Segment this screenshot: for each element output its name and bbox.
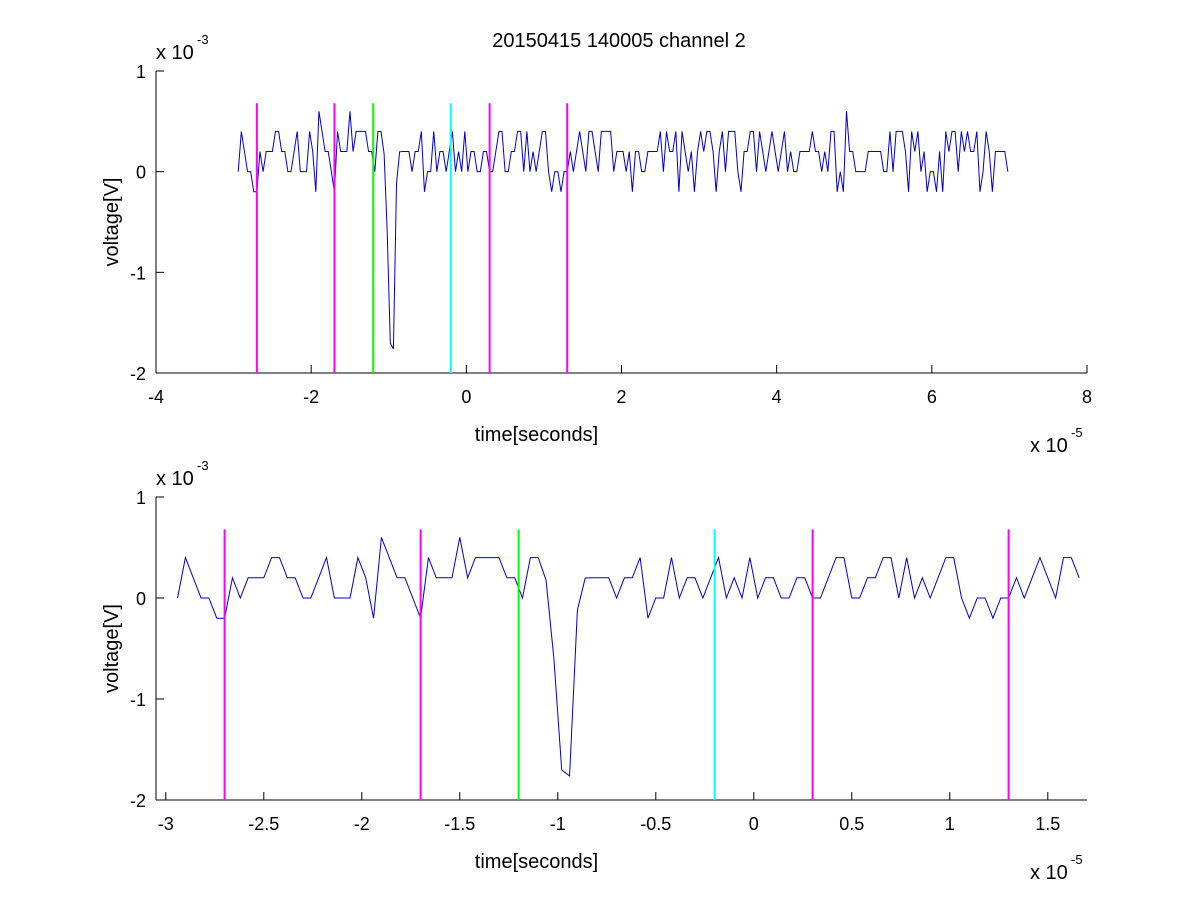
y-tick-label: 0	[136, 163, 146, 183]
y-tick-label: -1	[130, 263, 146, 283]
x-tick-label: 6	[927, 387, 937, 407]
top-plot: -4 -2 0 2 4 6 8-2-101time[seconds]voltage[V]x …	[101, 32, 1092, 457]
x-tick-label: 4	[772, 387, 782, 407]
x-exponent-label: x 10	[1030, 862, 1068, 884]
x-tick-label: -2	[354, 814, 370, 834]
x-tick-label: 0	[749, 814, 759, 834]
x-exponent-power: -5	[1071, 425, 1083, 440]
signal-trace	[237, 111, 1009, 350]
x-axis-label: time[seconds]	[475, 851, 598, 873]
x-tick-label: -2	[303, 387, 319, 407]
y-tick-label: -2	[130, 364, 146, 384]
x-tick-label: -4	[148, 387, 164, 407]
chart-title: 20150415 140005 channel 2	[492, 30, 746, 52]
x-tick-label: -3	[158, 814, 174, 834]
x-axis-label: time[seconds]	[475, 424, 598, 446]
x-tick-label: 8	[1082, 387, 1092, 407]
x-tick-label: -0.5	[640, 814, 671, 834]
y-exponent-label: x 10	[156, 42, 194, 64]
y-exponent-label: x 10	[156, 468, 194, 490]
x-tick-label: 0	[461, 387, 471, 407]
y-tick-label: 0	[136, 589, 146, 609]
x-tick-label: -1.5	[444, 814, 475, 834]
y-tick-label: -2	[130, 791, 146, 811]
y-tick-label: 1	[136, 62, 146, 82]
y-exponent-power: -3	[197, 32, 209, 47]
x-tick-label: 0.5	[839, 814, 864, 834]
x-tick-label: -2.5	[248, 814, 279, 834]
signal-trace	[177, 537, 1080, 777]
x-tick-label: 1	[945, 814, 955, 834]
x-tick-label: 1.5	[1035, 814, 1060, 834]
x-tick-label: -1	[550, 814, 566, 834]
y-tick-label: -1	[130, 690, 146, 710]
x-tick-label: 2	[616, 387, 626, 407]
y-axis-label: voltage[V]	[101, 178, 123, 267]
x-exponent-label: x 10	[1030, 435, 1068, 457]
y-exponent-power: -3	[197, 458, 209, 473]
y-axis-label: voltage[V]	[101, 604, 123, 693]
y-tick-label: 1	[136, 488, 146, 508]
bottom-plot: -3 -2.5 -2 -1.5 -1 -0.5 0 0.5 1 1.5 -2 -1 0 1 time[sec…	[101, 458, 1087, 884]
x-exponent-power: -5	[1071, 852, 1083, 867]
